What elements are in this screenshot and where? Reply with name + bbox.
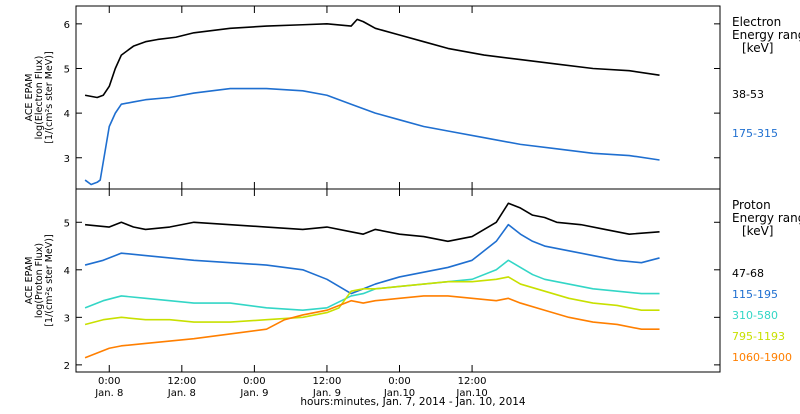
electron-y-axis-label: ACE EPAM bbox=[24, 74, 35, 122]
x-tick-label-time: 12:00 bbox=[167, 376, 196, 387]
x-tick-label-time: 12:00 bbox=[458, 376, 487, 387]
x-axis: hours:minutes, Jan. 7, 2014 - Jan. 10, 2… bbox=[94, 376, 526, 408]
proton-legend-entry: 47-68 bbox=[732, 267, 764, 280]
proton-y-tick-label: 4 bbox=[64, 266, 70, 277]
proton-y-axis-label: ACE EPAM bbox=[24, 257, 35, 305]
electron-legend-entry: 38-53 bbox=[732, 88, 764, 101]
x-tick-label-date: Jan. 9 bbox=[239, 388, 268, 399]
proton-legend-entry: 795-1193 bbox=[732, 330, 785, 343]
electron-legend-entry: 175-315 bbox=[732, 127, 778, 140]
x-tick-label-date: Jan. 9 bbox=[312, 388, 341, 399]
proton-legend-title: Energy range bbox=[732, 211, 800, 225]
x-tick-label-date: Jan.10 bbox=[455, 388, 487, 399]
electron-series-175-315 bbox=[84, 87, 660, 186]
x-tick-label-date: Jan. 8 bbox=[167, 388, 196, 399]
electron-y-tick-label: 5 bbox=[64, 64, 70, 75]
x-tick-label-time: 12:00 bbox=[313, 376, 342, 387]
x-tick-label-time: 0:00 bbox=[243, 376, 265, 387]
proton-series-47-68 bbox=[84, 202, 660, 243]
electron-y-axis-label: log(Electron Flux) bbox=[34, 56, 45, 140]
electron-y-tick-label: 6 bbox=[64, 20, 70, 31]
electron-y-tick-label: 3 bbox=[64, 154, 70, 165]
proton-y-tick-label: 3 bbox=[64, 313, 70, 324]
proton-legend-entry: 115-195 bbox=[732, 288, 778, 301]
proton-panel: 2 3 4 5 ACE EPAM log(Proton Flux) [1/(cm²s ste… bbox=[24, 188, 800, 373]
proton-legend-entry: 310-580 bbox=[732, 309, 778, 322]
x-tick-label-date: Jan. 8 bbox=[94, 388, 123, 399]
electron-y-tick-label: 4 bbox=[64, 109, 70, 120]
proton-y-axis-label: log(Proton Flux) bbox=[34, 243, 45, 318]
proton-legend-entry: 1060-1900 bbox=[732, 351, 792, 364]
proton-series-1060-1900 bbox=[84, 295, 660, 359]
x-tick-label-date: Jan.10 bbox=[383, 388, 415, 399]
proton-series-795-1193 bbox=[84, 276, 660, 326]
proton-y-tick-label: 2 bbox=[64, 361, 70, 372]
proton-y-tick-label: 5 bbox=[64, 218, 70, 229]
electron-legend-title: [keV] bbox=[742, 41, 773, 55]
proton-legend-title: Proton bbox=[732, 198, 771, 212]
proton-plot-frame bbox=[75, 188, 721, 373]
electron-panel: 3 4 5 6 ACE EPAM log(Electron Flux) [1/(cm²s s… bbox=[24, 5, 800, 190]
electron-legend-title: Energy range bbox=[732, 28, 800, 42]
x-tick-label-time: 0:00 bbox=[98, 376, 120, 387]
proton-series-115-195 bbox=[84, 223, 660, 295]
proton-y-axis-label: [1/(cm²s ster MeV)] bbox=[44, 234, 55, 326]
electron-series-38-53 bbox=[84, 18, 660, 99]
proton-legend-title: [keV] bbox=[742, 224, 773, 238]
x-axis-title: hours:minutes, Jan. 7, 2014 - Jan. 10, 2… bbox=[300, 396, 526, 408]
electron-y-axis-label: [1/(cm²s ster MeV)] bbox=[44, 51, 55, 143]
electron-legend-title: Electron bbox=[732, 15, 781, 29]
x-tick-label-time: 0:00 bbox=[388, 376, 410, 387]
